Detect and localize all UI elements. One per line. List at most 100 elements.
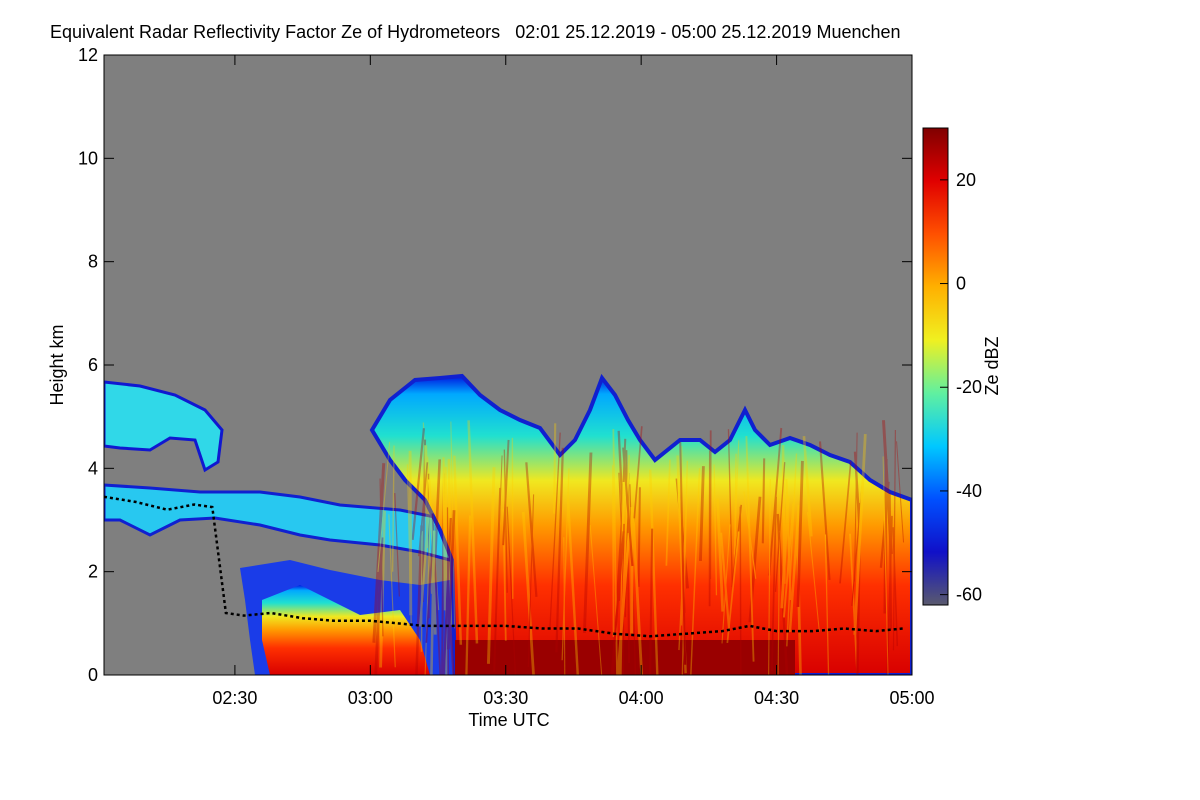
chart-title-main: Equivalent Radar Reflectivity Factor Ze … <box>50 22 501 42</box>
fall-streak <box>892 527 899 647</box>
fall-streak <box>618 455 631 675</box>
fall-streak <box>839 461 852 584</box>
fall-streak <box>424 496 432 675</box>
fall-streak <box>883 458 888 614</box>
fall-streak <box>637 487 641 587</box>
fall-streak <box>374 537 384 675</box>
fall-streak <box>444 466 448 675</box>
y-tick-label: 6 <box>88 355 98 375</box>
fall-streak <box>777 530 781 675</box>
y-axis-title: Height km <box>47 324 67 405</box>
fall-streak <box>734 453 737 563</box>
x-tick-label: 03:00 <box>348 688 393 708</box>
fall-streak <box>882 456 889 675</box>
fall-streak <box>549 432 561 630</box>
fall-streak <box>616 533 631 675</box>
fall-streak <box>719 532 731 629</box>
colorbar-tick-label: 0 <box>956 274 966 294</box>
fall-streak <box>388 514 396 668</box>
fall-streak <box>425 524 435 643</box>
fall-streak <box>618 472 626 598</box>
fall-streak <box>727 429 734 594</box>
fall-streak <box>795 529 802 675</box>
fall-streak <box>731 504 743 588</box>
fall-streak <box>781 445 786 584</box>
fall-streak <box>776 513 789 675</box>
fall-streak <box>372 463 386 643</box>
fall-streak <box>896 441 905 543</box>
fall-streak <box>802 436 813 537</box>
fall-streak <box>886 515 893 675</box>
fall-streak <box>447 459 453 625</box>
fall-streak <box>391 445 395 572</box>
fall-streak <box>408 450 413 616</box>
fall-streak <box>527 494 535 667</box>
fall-streak <box>879 481 890 568</box>
fall-streak <box>622 447 634 567</box>
y-axis: 0 2 4 6 8 10 12 <box>78 45 912 685</box>
fall-streak <box>377 441 391 573</box>
fall-streak <box>709 430 712 579</box>
fall-streak <box>771 496 777 672</box>
fall-streak <box>617 430 625 519</box>
fall-streak <box>649 469 659 675</box>
fall-streak <box>563 537 566 675</box>
fall-streak <box>676 455 687 674</box>
fall-streak <box>733 440 740 555</box>
mid-cloud-layer <box>104 483 452 562</box>
colorbar-title: Ze dBZ <box>982 336 1002 395</box>
fall-streak <box>421 439 427 603</box>
colorbar-tick-label: 20 <box>956 170 976 190</box>
x-axis-title: Time UTC <box>468 710 549 730</box>
fall-streak <box>502 508 507 641</box>
fall-streak <box>486 467 496 664</box>
fall-streak <box>625 450 631 663</box>
x-axis: 02:30 03:00 03:30 04:00 04:30 05:00 <box>212 55 935 708</box>
lower-left-core <box>262 585 430 675</box>
x-tick-label: 03:30 <box>483 688 528 708</box>
fall-streak <box>699 466 705 561</box>
colorbar-tick-label: -40 <box>956 481 982 501</box>
fall-streak <box>726 531 740 644</box>
fall-streak <box>675 478 690 589</box>
fall-streak <box>853 433 867 635</box>
fall-streak <box>785 479 792 601</box>
fall-streak <box>630 507 634 634</box>
fall-streak <box>713 464 718 596</box>
fall-streak <box>566 498 579 675</box>
fall-streak <box>807 512 820 632</box>
main-convective-cloud <box>369 373 912 675</box>
fall-streak <box>630 426 643 554</box>
y-tick-label: 12 <box>78 45 98 65</box>
colorbar-tick-label: -60 <box>956 585 982 605</box>
fall-streak <box>888 493 893 630</box>
fall-streak <box>379 510 386 668</box>
fall-streak <box>678 496 688 651</box>
fall-streak <box>619 481 626 675</box>
fall-streak <box>681 460 688 675</box>
colorbar-axis: 20 0 -20 -40 -60 <box>940 170 982 605</box>
fall-streak <box>553 423 557 514</box>
fall-streak <box>453 455 463 645</box>
x-tick-label: 04:00 <box>619 688 664 708</box>
y-tick-label: 0 <box>88 665 98 685</box>
x-tick-label: 05:00 <box>889 688 934 708</box>
fall-streak <box>611 524 624 675</box>
chart-location: Muenchen <box>816 22 901 42</box>
colorbar <box>922 127 949 606</box>
fall-streak <box>525 462 538 597</box>
fall-streak <box>430 530 436 675</box>
fall-streak <box>649 528 654 675</box>
fall-streak <box>629 484 637 675</box>
fall-streak <box>561 468 570 661</box>
fall-streak <box>493 487 502 672</box>
fall-streak <box>506 506 516 675</box>
x-tick-label: 02:30 <box>212 688 257 708</box>
fall-streak <box>782 503 795 618</box>
fall-streak <box>748 496 762 623</box>
fall-streak <box>424 445 430 549</box>
fall-streak <box>406 464 412 624</box>
fall-streak <box>612 429 618 675</box>
fall-streak <box>582 452 593 634</box>
fall-streak <box>502 439 510 546</box>
